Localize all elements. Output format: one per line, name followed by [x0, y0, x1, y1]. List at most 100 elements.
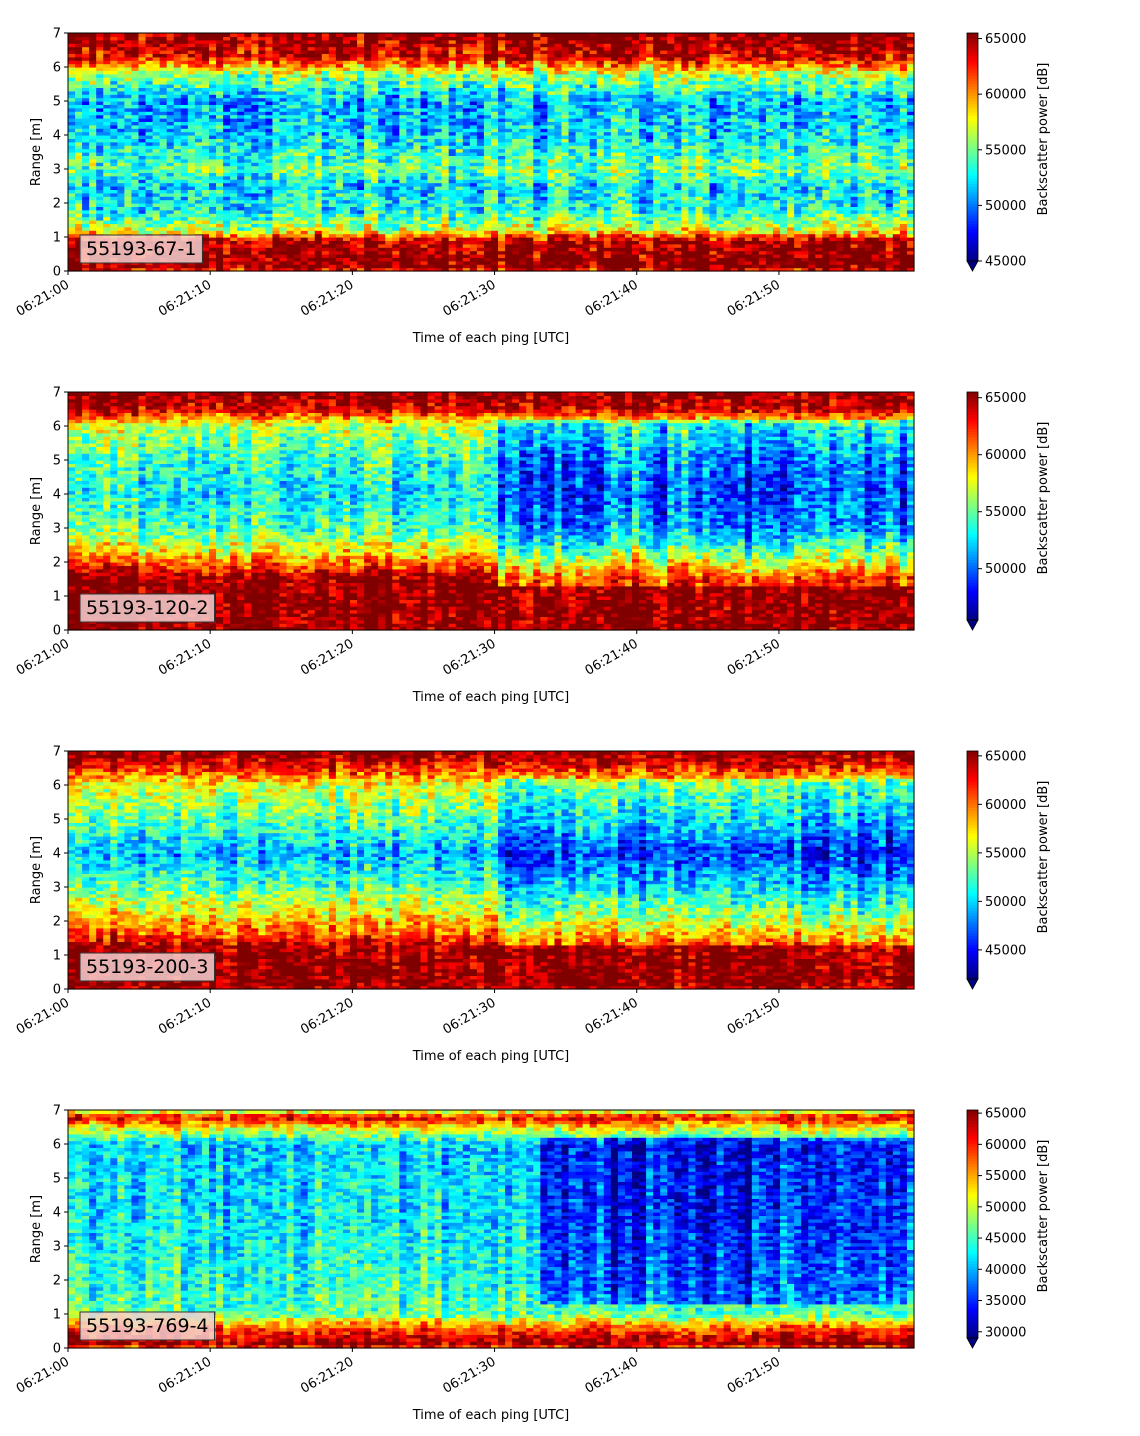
heatmap-cell — [96, 128, 104, 133]
heatmap-cell — [230, 203, 238, 207]
heatmap-cell — [68, 97, 76, 102]
heatmap-cell — [96, 155, 104, 160]
heatmap-cell — [201, 172, 210, 177]
heatmap-cell — [279, 73, 288, 78]
heatmap-cell — [279, 111, 288, 116]
heatmap-cell — [96, 114, 104, 119]
heatmap-cell — [314, 209, 323, 214]
heatmap-cell — [209, 36, 217, 41]
heatmap-cell — [251, 131, 259, 136]
heatmap-cell — [512, 233, 520, 238]
heatmap-cell — [131, 226, 140, 231]
heatmap-cell — [68, 158, 76, 163]
heatmap-cell — [166, 216, 175, 221]
heatmap-cell — [75, 114, 83, 119]
heatmap-cell — [68, 53, 76, 58]
heatmap-cell — [223, 203, 231, 207]
heatmap-cell — [237, 182, 245, 187]
heatmap-cell — [554, 182, 563, 187]
heatmap-cell — [300, 148, 309, 153]
heatmap-cell — [103, 141, 111, 146]
heatmap-cell — [201, 226, 210, 231]
heatmap-cell — [279, 77, 288, 82]
heatmap-cell — [173, 186, 182, 190]
heatmap-cell — [230, 169, 238, 173]
heatmap-cell — [491, 141, 499, 146]
heatmap-cell — [237, 50, 245, 54]
heatmap-cell — [533, 192, 541, 197]
heatmap-cell — [371, 33, 379, 37]
heatmap-cell — [251, 199, 259, 204]
heatmap-cell — [251, 53, 259, 58]
heatmap-cell — [68, 155, 76, 160]
heatmap-cell — [124, 70, 133, 75]
heatmap-cell — [166, 226, 175, 231]
heatmap-cell — [117, 155, 125, 160]
heatmap-cell — [145, 53, 154, 58]
heatmap-cell — [152, 264, 161, 269]
heatmap-cell — [103, 135, 111, 139]
heatmap-cell — [469, 141, 478, 146]
heatmap-cell — [103, 56, 111, 61]
heatmap-cell — [533, 233, 541, 238]
heatmap-cell — [180, 220, 189, 224]
heatmap-cell — [300, 165, 309, 170]
heatmap-cell — [68, 33, 76, 37]
heatmap-cell — [279, 148, 288, 153]
heatmap-cell — [68, 67, 76, 71]
heatmap-cell — [455, 141, 464, 146]
heatmap-cell — [342, 192, 351, 197]
heatmap-cell — [159, 186, 168, 190]
heatmap-cell — [286, 165, 295, 170]
heatmap-cell — [272, 199, 281, 204]
heatmap-cell — [237, 128, 245, 133]
heatmap-cell — [166, 186, 175, 190]
heatmap-cell — [152, 209, 161, 214]
heatmap-cell — [258, 104, 266, 109]
heatmap-cell — [413, 216, 422, 221]
heatmap-cell — [230, 107, 238, 112]
heatmap-cell — [244, 131, 252, 136]
heatmap-cell — [265, 50, 274, 54]
heatmap-cell — [399, 209, 407, 214]
heatmap-cell — [371, 175, 379, 180]
heatmap-cell — [187, 73, 196, 78]
heatmap-cell — [286, 196, 295, 201]
heatmap-cell — [251, 189, 259, 194]
heatmap-cell — [244, 247, 252, 252]
heatmap-cell — [152, 138, 161, 143]
heatmap-cell — [201, 216, 210, 221]
heatmap-cell — [554, 199, 563, 204]
heatmap-cell — [483, 243, 492, 248]
heatmap-cell — [75, 203, 83, 207]
heatmap-cell — [526, 158, 534, 163]
heatmap-cell — [540, 199, 548, 204]
heatmap-cell — [138, 50, 147, 54]
heatmap-cell — [209, 114, 217, 119]
heatmap-cell — [498, 264, 506, 269]
heatmap-cell — [152, 162, 161, 167]
heatmap-cell — [124, 209, 133, 214]
heatmap-cell — [201, 114, 210, 119]
heatmap-cell — [554, 250, 563, 255]
heatmap-cell — [434, 182, 443, 187]
heatmap-cell — [145, 223, 154, 228]
heatmap-cell — [413, 199, 422, 204]
heatmap-cell — [209, 254, 217, 258]
heatmap-cell — [455, 233, 464, 238]
heatmap-cell — [357, 165, 365, 170]
heatmap-cell — [180, 87, 189, 92]
heatmap-cell — [512, 226, 520, 231]
heatmap-cell — [258, 148, 266, 153]
heatmap-cell — [279, 257, 288, 262]
heatmap-cell — [68, 36, 76, 41]
heatmap-cell — [483, 33, 492, 37]
heatmap-cell — [371, 199, 379, 204]
heatmap-cell — [82, 128, 90, 133]
heatmap-cell — [272, 101, 281, 105]
heatmap-cell — [300, 175, 309, 180]
heatmap-cell — [124, 220, 133, 224]
heatmap-cell — [216, 223, 224, 228]
heatmap-cell — [223, 104, 231, 109]
heatmap-cell — [335, 233, 344, 238]
